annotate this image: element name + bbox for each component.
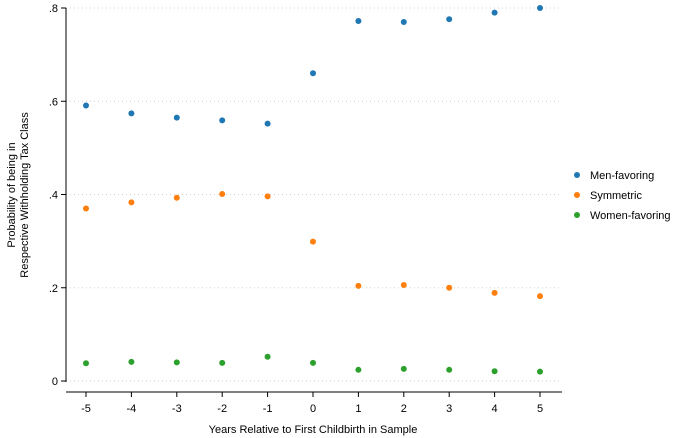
data-point-men-favoring [219, 117, 226, 124]
legend-marker [574, 172, 580, 178]
data-point-women-favoring [264, 353, 271, 360]
data-point-men-favoring [400, 18, 407, 25]
data-point-women-favoring [537, 368, 543, 375]
data-point-men-favoring [173, 114, 180, 121]
legend-label: Women-favoring [590, 210, 671, 222]
data-point-symmetric [355, 282, 362, 289]
x-tick-label: 4 [492, 403, 498, 415]
data-point-women-favoring [173, 359, 180, 366]
legend: Men-favoring Symmetric Women-favoring [574, 170, 671, 222]
y-axis-title: Probability of being in Respective Withh… [6, 112, 31, 278]
grid-lines [66, 7, 562, 382]
data-point-women-favoring [219, 359, 226, 366]
data-point-men-favoring [128, 110, 135, 117]
data-point-women-favoring [83, 360, 89, 367]
y-tick-label: .2 [49, 283, 58, 295]
data-point-symmetric [446, 284, 453, 291]
data-point-men-favoring [446, 16, 453, 23]
x-axis-title: Years Relative to First Childbirth in Sa… [209, 424, 418, 436]
data-point-symmetric [491, 289, 498, 296]
data-point-men-favoring [264, 120, 271, 127]
data-point-women-favoring [355, 366, 362, 373]
data-point-symmetric [537, 293, 543, 300]
x-tick-label: 1 [355, 403, 361, 415]
legend-marker [574, 212, 580, 218]
data-point-symmetric [83, 205, 89, 212]
y-tick-label: .6 [49, 96, 58, 108]
data-point-men-favoring [355, 18, 362, 25]
data-point-men-favoring [83, 102, 89, 109]
data-point-women-favoring [491, 368, 498, 375]
y-axis-title-line-2: Respective Withholding Tax Class [19, 112, 31, 278]
legend-label: Symmetric [590, 190, 642, 202]
legend-label: Men-favoring [590, 170, 654, 182]
y-tick-label: 0 [52, 376, 58, 388]
data-point-symmetric [310, 238, 316, 245]
x-axis-ticks: -5 -4 -3 -2 -1 0 1 2 3 4 5 [81, 392, 543, 415]
legend-marker [574, 192, 580, 198]
x-tick-label: -4 [127, 403, 137, 415]
y-axis-title-line-1: Probability of being in [6, 142, 18, 247]
x-tick-label: 2 [401, 403, 407, 415]
data-point-symmetric [128, 199, 135, 206]
data-point-symmetric [219, 191, 226, 198]
y-tick-label: .8 [49, 3, 58, 15]
data-point-symmetric [400, 281, 407, 288]
data-point-men-favoring [537, 5, 543, 11]
x-tick-label: 5 [537, 403, 543, 415]
data-point-symmetric [264, 193, 271, 200]
data-point-women-favoring [446, 366, 453, 373]
data-point-women-favoring [310, 359, 316, 366]
x-tick-label: 0 [310, 403, 316, 415]
x-tick-label: -1 [263, 403, 273, 415]
data-point-symmetric [173, 194, 180, 201]
x-tick-label: 3 [446, 403, 452, 415]
data-point-women-favoring [400, 365, 407, 372]
data-point-women-favoring [128, 358, 135, 365]
y-tick-label: .4 [49, 190, 58, 202]
data-point-men-favoring [310, 70, 316, 77]
data-points [83, 5, 543, 375]
x-tick-label: -2 [217, 403, 227, 415]
data-point-men-favoring [491, 9, 498, 16]
x-tick-label: -5 [81, 403, 91, 415]
x-tick-label: -3 [172, 403, 182, 415]
axes [65, 8, 562, 393]
y-axis-ticks: 0 .2 .4 .6 .8 [49, 3, 66, 388]
